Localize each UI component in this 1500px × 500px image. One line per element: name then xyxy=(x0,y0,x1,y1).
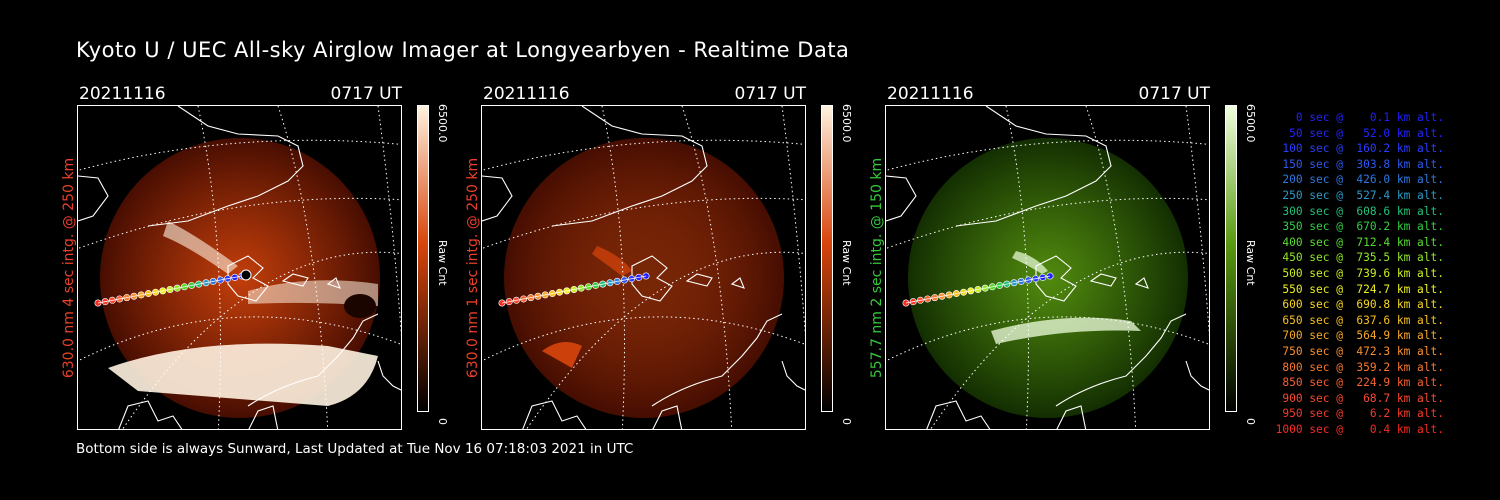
footer-note: Bottom side is always Sunward, Last Upda… xyxy=(76,441,634,457)
panel-time: 0717 UT xyxy=(1138,84,1211,104)
legend-row: 50 sec @ 52.0 km alt. xyxy=(1289,126,1444,140)
image-panel-630nm-1sec: 20211116 0717 UT 630.0 nm 1 sec intg. @ 25… xyxy=(465,84,853,430)
colorbar-max: 6500.0 xyxy=(1244,104,1257,143)
colorbar-max: 6500.0 xyxy=(436,104,449,143)
colorbar xyxy=(821,105,833,412)
colorbar-unit: Raw Cnt xyxy=(840,240,853,286)
trajectory-line xyxy=(97,275,243,304)
geo-grid xyxy=(482,106,805,429)
colorbar-min: 0 xyxy=(436,418,449,425)
image-panel-630nm-4sec: 20211116 0717 UT 630.0 nm 4 sec intg. @ 25… xyxy=(61,84,449,430)
coastline xyxy=(886,106,1209,429)
aurora-band xyxy=(248,280,378,306)
legend-row: 800 sec @ 359.2 km alt. xyxy=(1282,360,1444,374)
allsky-svg xyxy=(78,106,401,429)
legend-row: 600 sec @ 690.8 km alt. xyxy=(1282,298,1444,312)
page-title: Kyoto U / UEC All-sky Airglow Imager at … xyxy=(76,38,850,62)
colorbar xyxy=(1225,105,1237,412)
legend-row: 700 sec @ 564.9 km alt. xyxy=(1282,329,1444,343)
image-panel-557nm-2sec: 20211116 0717 UT 557.7 nm 2 sec intg. @ 15… xyxy=(869,84,1257,430)
legend-row: 500 sec @ 739.6 km alt. xyxy=(1282,266,1444,280)
aurora-band xyxy=(991,317,1141,344)
panel-ylabel: 630.0 nm 1 sec intg. @ 250 km xyxy=(465,157,481,379)
allsky-image xyxy=(481,105,806,430)
legend-row: 750 sec @ 472.3 km alt. xyxy=(1282,344,1444,358)
colorbar-min: 0 xyxy=(1244,418,1257,425)
legend-row: 350 sec @ 670.2 km alt. xyxy=(1282,220,1444,234)
trajectory-line xyxy=(501,275,647,304)
allsky-svg xyxy=(886,106,1209,429)
colorbar xyxy=(417,105,429,412)
panel-date: 20211116 xyxy=(887,84,974,104)
panel-ylabel: 630.0 nm 4 sec intg. @ 250 km xyxy=(61,157,77,379)
legend-row: 850 sec @ 224.9 km alt. xyxy=(1282,376,1444,390)
coastline xyxy=(78,106,401,429)
legend-row: 200 sec @ 426.0 km alt. xyxy=(1282,173,1444,187)
colorbar-unit: Raw Cnt xyxy=(436,240,449,286)
panel-time: 0717 UT xyxy=(734,84,807,104)
legend-row: 900 sec @ 68.7 km alt. xyxy=(1282,391,1444,405)
panel-ylabel: 557.7 nm 2 sec intg. @ 150 km xyxy=(869,157,885,379)
current-position-marker xyxy=(240,269,252,281)
aurora-band xyxy=(108,343,378,406)
coastline xyxy=(482,106,805,429)
colorbar-unit: Raw Cnt xyxy=(1244,240,1257,286)
legend-row: 550 sec @ 724.7 km alt. xyxy=(1282,282,1444,296)
legend-row: 400 sec @ 712.4 km alt. xyxy=(1282,235,1444,249)
aurora-arc xyxy=(1012,251,1048,274)
legend-row: 1000 sec @ 0.4 km alt. xyxy=(1275,422,1444,436)
allsky-image xyxy=(885,105,1210,430)
allsky-image xyxy=(77,105,402,430)
legend-row: 100 sec @ 160.2 km alt. xyxy=(1282,142,1444,156)
legend-row: 250 sec @ 527.4 km alt. xyxy=(1282,188,1444,202)
trajectory-line xyxy=(905,275,1051,304)
panel-date: 20211116 xyxy=(79,84,166,104)
legend-row: 650 sec @ 637.6 km alt. xyxy=(1282,313,1444,327)
geo-grid xyxy=(886,106,1209,429)
legend-row: 450 sec @ 735.5 km alt. xyxy=(1282,251,1444,265)
colorbar-min: 0 xyxy=(840,418,853,425)
aurora-arc xyxy=(163,221,238,274)
dark-patch xyxy=(344,294,376,318)
legend-row: 150 sec @ 303.8 km alt. xyxy=(1282,157,1444,171)
aurora-arc xyxy=(592,246,632,276)
panel-time: 0717 UT xyxy=(330,84,403,104)
legend-row: 0 sec @ 0.1 km alt. xyxy=(1295,111,1444,124)
legend-row: 950 sec @ 6.2 km alt. xyxy=(1282,407,1444,421)
trajectory-legend: 0 sec @ 0.1 km alt. 50 sec @ 52.0 km alt.… xyxy=(1268,110,1444,437)
panel-date: 20211116 xyxy=(483,84,570,104)
geo-grid xyxy=(78,106,401,429)
legend-row: 300 sec @ 608.6 km alt. xyxy=(1282,204,1444,218)
colorbar-max: 6500.0 xyxy=(840,104,853,143)
aurora-arc xyxy=(542,342,582,368)
allsky-svg xyxy=(482,106,805,429)
